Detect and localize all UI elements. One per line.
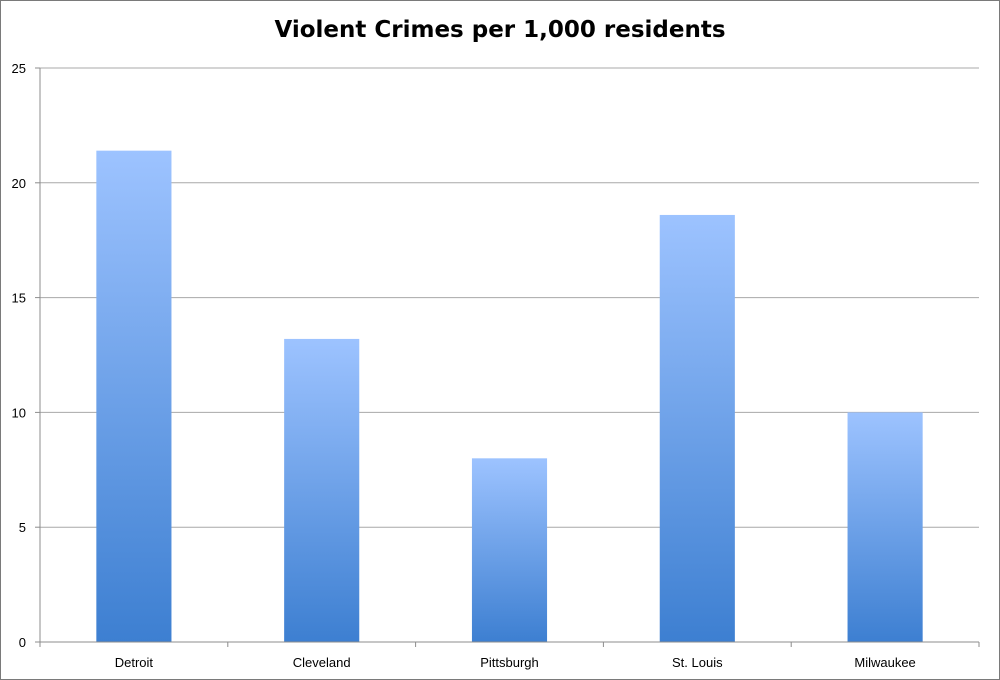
y-tick-labels: 0 5 10 15 20 25 bbox=[12, 61, 26, 650]
y-tick-label: 0 bbox=[19, 635, 26, 650]
bars bbox=[96, 150, 923, 642]
axes bbox=[35, 67, 980, 647]
x-tick-label: Pittsburgh bbox=[480, 655, 539, 670]
y-tick-label: 5 bbox=[19, 520, 26, 535]
y-tick-label: 10 bbox=[12, 405, 26, 420]
bar-pittsburgh bbox=[471, 458, 548, 642]
x-tick-label: St. Louis bbox=[672, 655, 723, 670]
chart-title: Violent Crimes per 1,000 residents bbox=[274, 17, 726, 43]
x-tick-label: Milwaukee bbox=[854, 655, 915, 670]
x-tick-labels: Detroit Cleveland Pittsburgh St. Louis Milwa… bbox=[115, 655, 916, 670]
bar-st-louis bbox=[659, 214, 735, 642]
bar-milwaukee bbox=[847, 412, 923, 642]
x-tick-label: Cleveland bbox=[293, 655, 351, 670]
y-tick-label: 15 bbox=[12, 291, 26, 306]
bar-cleveland bbox=[284, 338, 360, 642]
x-tick-label: Detroit bbox=[115, 655, 154, 670]
y-tick-label: 20 bbox=[12, 176, 26, 191]
gridlines bbox=[40, 67, 979, 528]
bar-detroit bbox=[96, 150, 172, 642]
y-tick-label: 25 bbox=[12, 61, 26, 76]
